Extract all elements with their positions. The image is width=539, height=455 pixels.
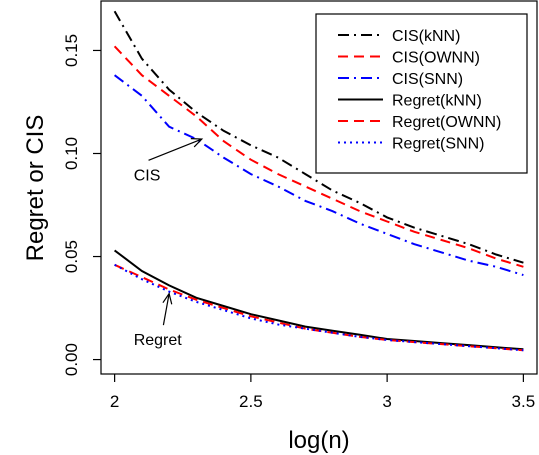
legend-label: CIS(kNN) [392,28,460,45]
annotation-arrow [162,293,170,326]
legend-label: Regret(SNN) [392,136,484,153]
y-tick-label: 0.05 [62,240,81,273]
x-tick-label: 3 [382,392,391,411]
legend-label: CIS(OWNN) [392,50,480,67]
axes: 2 2.5 3 3.5 0.00 0.05 0.10 0.15 [62,34,535,411]
annotation-arrowhead [190,138,204,148]
y-axis-title: Regret or CIS [22,115,49,262]
series-line-5 [114,263,524,352]
y-tick-label: 0.00 [62,343,81,376]
legend: CIS(kNN) CIS(OWNN) CIS(SNN) Regret(kNN) Regr… [315,13,528,174]
annotation-arrowhead [162,292,173,305]
y-tick-label: 0.15 [62,34,81,67]
annotation-label: CIS [134,167,161,184]
legend-label: Regret(OWNN) [392,114,501,131]
y-tick-label: 0.10 [62,137,81,170]
x-tick-label: 2.5 [239,392,263,411]
legend-label: CIS(SNN) [392,71,463,88]
series-group [113,10,524,352]
x-axis-title: log(n) [288,427,349,454]
x-tick-label: 3.5 [512,392,536,411]
legend-box [315,13,528,174]
series-line-0 [113,10,524,264]
annotations: CIS Regret [134,138,204,349]
x-tick-label: 2 [110,392,119,411]
annotation-arrow [148,138,203,161]
legend-label: Regret(kNN) [392,93,482,110]
series-line-3 [113,249,524,351]
annotation-label: Regret [134,332,183,349]
plot-frame [100,0,538,375]
